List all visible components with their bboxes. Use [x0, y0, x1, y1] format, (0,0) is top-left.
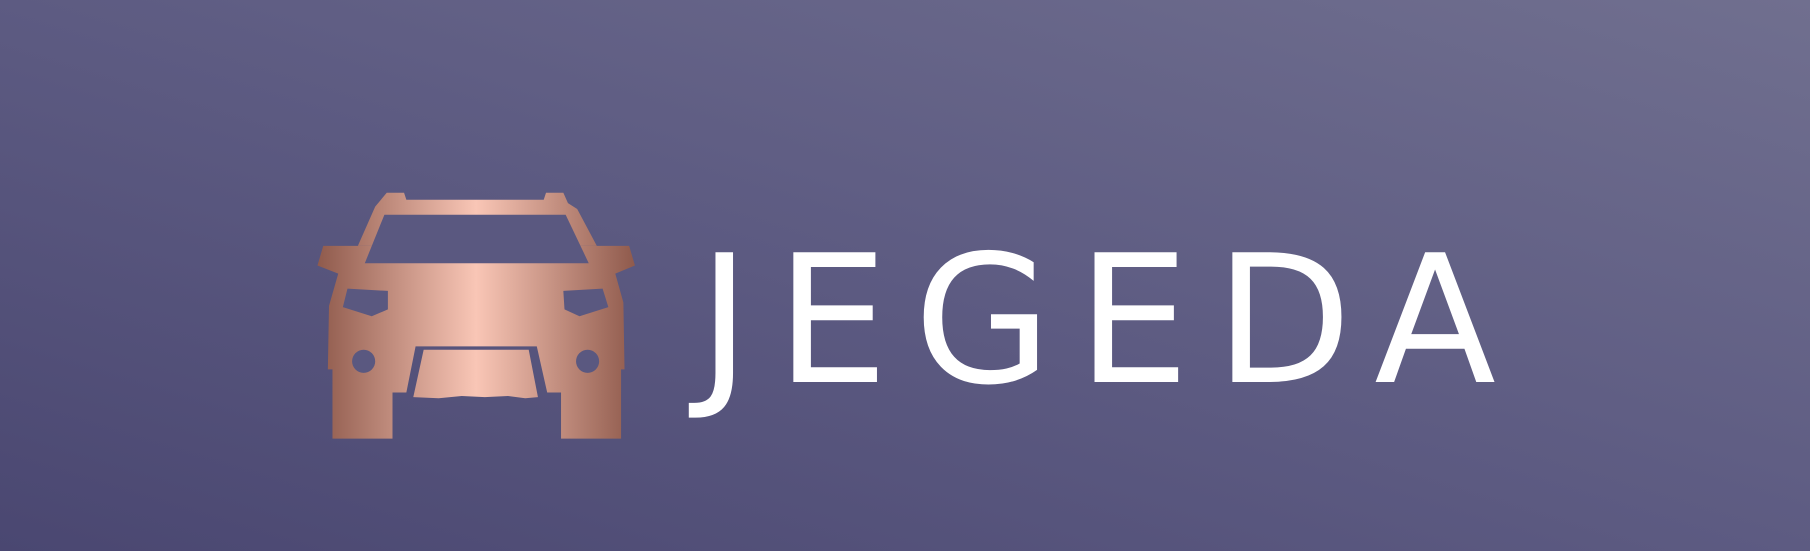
car-headlight	[563, 288, 609, 317]
car-windshield	[364, 214, 589, 264]
car-headlight	[342, 288, 388, 317]
car-body	[317, 245, 635, 439]
car-foglight	[352, 349, 376, 373]
car-grille	[413, 349, 538, 399]
car-foglight	[576, 349, 600, 373]
car-icon	[317, 192, 635, 439]
brand-name: JEGEDA	[688, 217, 1496, 424]
